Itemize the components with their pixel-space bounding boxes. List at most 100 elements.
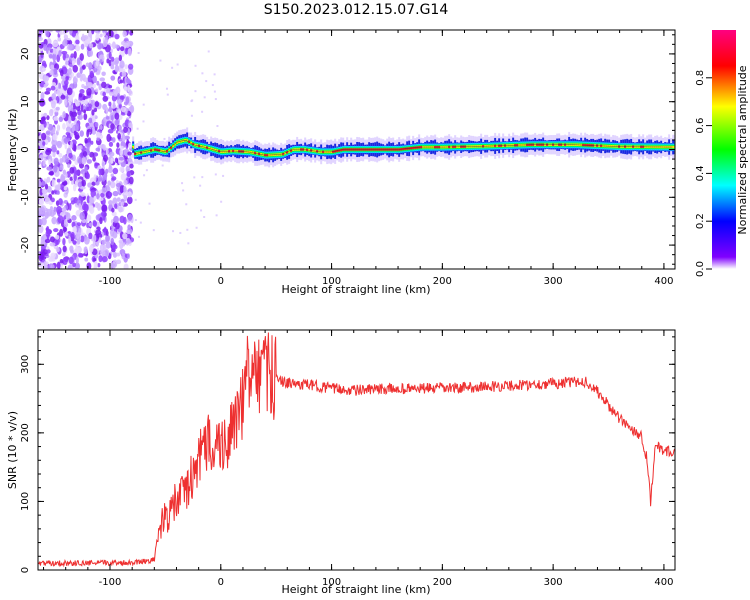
spectrogram-noise-cell [119, 166, 125, 173]
spectrogram-noise-cell [79, 66, 83, 75]
spectrogram-noise-cell [91, 117, 96, 124]
spectrogram-noise-cell [75, 39, 80, 45]
spectrogram-noise-cell [52, 41, 59, 48]
spectrogram-speck [143, 174, 146, 177]
spectrogram-noise-cell [123, 216, 127, 225]
spectrogram-noise-cell [41, 67, 46, 72]
spectrogram-noise-cell [118, 54, 123, 62]
spectrogram-noise-cell [123, 195, 127, 200]
snr-xtick-label: 100 [322, 577, 341, 588]
spectrogram-noise-cell [83, 113, 88, 121]
spectrogram-noise-cell [110, 64, 115, 70]
spectrogram-noise-cell [51, 179, 56, 188]
spectrogram-noise-cell [100, 192, 105, 198]
spectrogram-noise-cell [38, 160, 42, 165]
spectrogram-noise-cell [119, 79, 123, 84]
spectrogram-noise-cell [72, 262, 76, 268]
spectrogram-noise-cell [67, 264, 72, 269]
spectrogram-noise-cell [102, 39, 108, 48]
spectrogram-noise-cell [119, 60, 125, 69]
spectrogram-noise-cell [114, 57, 120, 65]
spectrogram-noise-cell [80, 73, 86, 81]
spectrogram-noise-cell [79, 212, 86, 221]
spectrogram-noise-cell [63, 231, 69, 237]
spectrogram-noise-cell [112, 231, 118, 239]
spectrogram-noise-cell [53, 161, 59, 165]
spectrogram-noise-cell [40, 251, 46, 257]
spectrogram-speck [182, 189, 185, 192]
spectrogram-speck [179, 231, 182, 234]
spectrogram-noise-cell [121, 71, 127, 77]
spectrogram-noise-cell [84, 98, 88, 105]
spectrogram-noise-cell [53, 206, 57, 212]
spectrogram-speck [195, 226, 198, 229]
spectrogram-noise-cell [62, 226, 68, 232]
spectrogram-noise-cell [42, 159, 46, 167]
spectrogram-speck [163, 137, 166, 140]
spectrogram-noise-cell [101, 187, 107, 194]
spectrogram-noise-cell [70, 180, 75, 185]
spectrogram-noise-cell [79, 89, 85, 94]
spectrogram-noise-cell [92, 83, 96, 89]
spectrogram-noise-cell [105, 240, 111, 249]
spectrogram-noise-cell [93, 107, 98, 113]
spectrogram-noise-cell [48, 54, 53, 59]
spectrogram-noise-cell [118, 124, 122, 132]
spectrogram-noise-cell [128, 142, 133, 149]
spectrogram-noise-cell [81, 84, 85, 89]
spectrogram-noise-cell [38, 149, 41, 154]
spectrogram-noise-cell [56, 124, 60, 133]
spectrogram-noise-cell [116, 142, 120, 148]
spectrogram-noise-cell [71, 60, 76, 66]
spectrogram-noise-cell [94, 121, 99, 128]
spectrogram-noise-cell [65, 212, 71, 221]
spectrogram-noise-cell [108, 151, 115, 157]
spectrogram-noise-cell [78, 157, 83, 165]
spectrogram-noise-cell [72, 240, 77, 245]
spectrogram-noise-cell [88, 97, 92, 104]
spectrogram-noise-cell [88, 117, 93, 124]
spectrogram-noise-cell [46, 249, 51, 254]
spectrogram-noise-cell [58, 116, 63, 123]
spectrogram-noise-cell [39, 188, 43, 196]
spectrogram-noise-cell [107, 180, 112, 186]
spectrogram-noise-cell [128, 122, 133, 129]
spectrogram-noise-cell [56, 190, 60, 195]
spectrogram-noise-cell [65, 75, 70, 81]
spectrogram-noise-cell [75, 105, 81, 112]
spectrogram-noise-cell [55, 106, 60, 111]
spectrogram-noise-cell [63, 186, 67, 191]
spectrogram-xlabel: Height of straight line (km) [281, 283, 430, 296]
spectrogram-noise-cell [125, 40, 130, 49]
spectrogram-ridge-core [282, 152, 285, 156]
spectrogram-noise-cell [74, 262, 81, 269]
spectrogram-noise-cell [43, 83, 48, 88]
spectrogram-noise-cell [81, 64, 86, 70]
snr-ytick-label: 0 [20, 567, 31, 573]
spectrogram-noise-cell [91, 104, 96, 110]
spectrogram-noise-cell [62, 251, 66, 257]
spectrogram-noise-cell [99, 217, 103, 225]
spectrogram-speck [214, 173, 217, 176]
spectrogram-noise-cell [83, 236, 90, 245]
spectrogram-noise-cell [101, 239, 107, 245]
snr-xtick-label: -100 [99, 577, 122, 588]
spectrogram-noise-cell [118, 206, 123, 213]
spectrogram-noise-cell [44, 238, 51, 244]
spectrogram-noise-cell [62, 169, 67, 176]
spectrogram-noise-cell [41, 188, 48, 195]
spectrogram-noise-cell [79, 235, 85, 243]
spectrogram-noise-cell [44, 139, 49, 144]
spectrogram-noise-cell [72, 64, 78, 73]
spectrogram-noise-cell [102, 154, 109, 162]
spectrogram-noise-cell [105, 106, 109, 115]
spectrogram-noise-cell [92, 156, 96, 162]
spectrogram-noise-cell [72, 184, 77, 192]
spectrogram-noise-cell [91, 181, 96, 186]
colorbar-tick-label: 0.0 [695, 261, 706, 277]
spectrogram-noise-cell [73, 173, 77, 182]
spectrogram-noise-cell [73, 130, 77, 136]
spectrogram-xtick-label: -100 [99, 276, 122, 287]
spectrogram-noise-cell [75, 170, 80, 176]
spectrogram-noise-cell [38, 36, 43, 42]
